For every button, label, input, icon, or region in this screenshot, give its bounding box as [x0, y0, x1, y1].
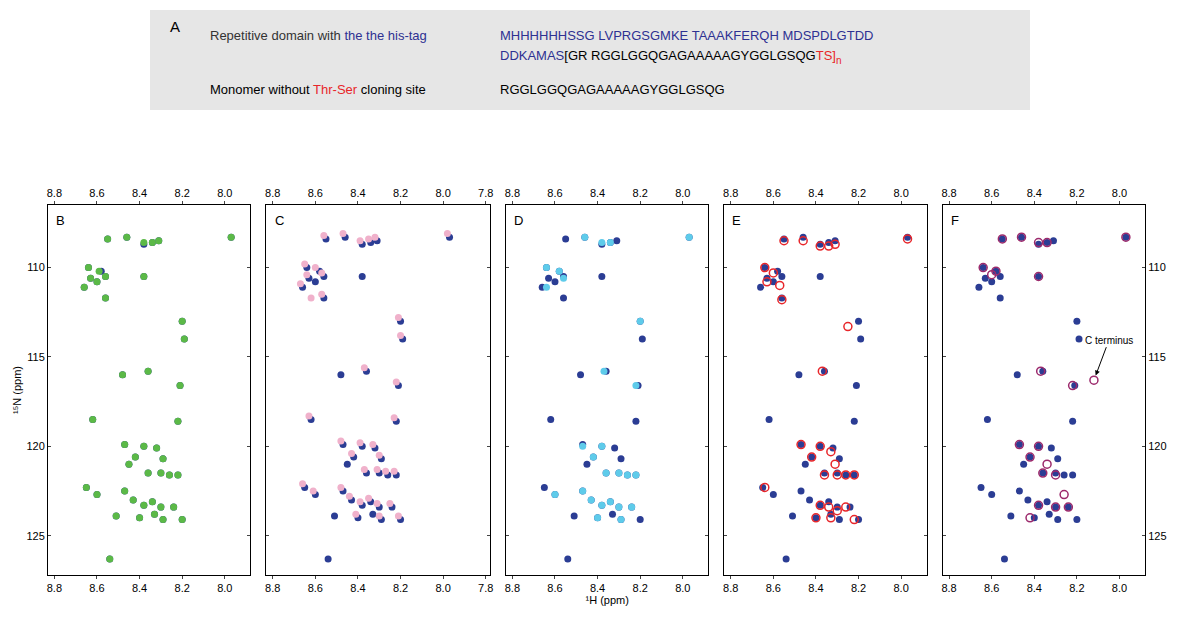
svg-text:E: E: [732, 213, 741, 228]
svg-text:C terminus: C terminus: [1085, 335, 1133, 346]
svg-text:7.8: 7.8: [478, 582, 493, 594]
svg-text:8.8: 8.8: [723, 187, 738, 199]
svg-text:8.8: 8.8: [47, 187, 62, 199]
svg-text:8.8: 8.8: [941, 187, 956, 199]
html-text:Monomer without Thr-Ser clonin: Monomer without Thr-Ser cloning site: [210, 82, 426, 97]
svg-text:8.2: 8.2: [393, 582, 408, 594]
svg-text:8.4: 8.4: [590, 187, 605, 199]
svg-text:8.6: 8.6: [308, 582, 323, 594]
svg-text:8.8: 8.8: [47, 582, 62, 594]
svg-text:8.0: 8.0: [893, 187, 908, 199]
svg-text:110: 110: [27, 261, 45, 273]
svg-text:120: 120: [1148, 440, 1166, 452]
svg-text:8.4: 8.4: [808, 187, 823, 199]
svg-text:F: F: [951, 213, 959, 228]
svg-text:8.4: 8.4: [1027, 582, 1042, 594]
svg-text:8.4: 8.4: [590, 582, 605, 594]
svg-text:8.0: 8.0: [675, 187, 690, 199]
svg-text:8.2: 8.2: [1069, 582, 1084, 594]
svg-text:¹⁵N (ppm): ¹⁵N (ppm): [11, 366, 23, 414]
svg-text:8.6: 8.6: [984, 582, 999, 594]
svg-text:8.8: 8.8: [265, 582, 280, 594]
svg-text:8.4: 8.4: [350, 582, 365, 594]
svg-text:8.8: 8.8: [941, 582, 956, 594]
svg-text:115: 115: [27, 351, 45, 363]
svg-text:D: D: [514, 213, 523, 228]
svg-text:110: 110: [1148, 261, 1166, 273]
svg-text:8.2: 8.2: [851, 582, 866, 594]
svg-text:115: 115: [1148, 351, 1166, 363]
svg-text:8.6: 8.6: [547, 187, 562, 199]
svg-text:8.2: 8.2: [633, 187, 648, 199]
svg-text:8.6: 8.6: [308, 187, 323, 199]
svg-text:8.2: 8.2: [633, 582, 648, 594]
svg-text:8.8: 8.8: [505, 187, 520, 199]
svg-text:125: 125: [1148, 530, 1166, 542]
svg-text:¹H (ppm): ¹H (ppm): [585, 594, 628, 606]
svg-text:B: B: [56, 213, 65, 228]
html-text:DDKAMAS [GR RGGLGGQGAGAAAAAGYG: DDKAMAS [GR RGGLGGQGAGAAAAAGYGGLGSQG TS]…: [500, 48, 842, 66]
svg-text:8.2: 8.2: [175, 187, 190, 199]
svg-text:125: 125: [26, 530, 44, 542]
svg-text:8.8: 8.8: [505, 582, 520, 594]
html-text:A: A: [170, 18, 180, 35]
svg-text:8.2: 8.2: [1069, 187, 1084, 199]
svg-text:8.6: 8.6: [766, 187, 781, 199]
svg-text:8.0: 8.0: [435, 187, 450, 199]
svg-text:8.4: 8.4: [1027, 187, 1042, 199]
svg-text:8.2: 8.2: [175, 582, 190, 594]
svg-text:8.6: 8.6: [547, 582, 562, 594]
svg-text:8.6: 8.6: [89, 187, 104, 199]
html-text:MHHHHHHSSG LVPRGSGMKE TAAAKFER: MHHHHHHSSG LVPRGSGMKE TAAAKFERQH MDSPDLG…: [500, 28, 874, 43]
svg-text:8.4: 8.4: [132, 582, 147, 594]
svg-text:8.4: 8.4: [350, 187, 365, 199]
svg-text:8.0: 8.0: [675, 582, 690, 594]
svg-text:8.8: 8.8: [265, 187, 280, 199]
svg-text:8.6: 8.6: [89, 582, 104, 594]
svg-text:8.0: 8.0: [893, 582, 908, 594]
svg-text:8.0: 8.0: [1112, 187, 1127, 199]
svg-text:8.0: 8.0: [1112, 582, 1127, 594]
svg-text:8.4: 8.4: [808, 582, 823, 594]
svg-text:7.8: 7.8: [478, 187, 493, 199]
svg-text:8.4: 8.4: [132, 187, 147, 199]
svg-text:8.2: 8.2: [851, 187, 866, 199]
svg-text:8.6: 8.6: [984, 187, 999, 199]
svg-text:8.6: 8.6: [766, 582, 781, 594]
svg-text:C: C: [275, 213, 284, 228]
svg-text:8.2: 8.2: [393, 187, 408, 199]
svg-text:120: 120: [26, 440, 44, 452]
html-text:Repetitive domain with the the: Repetitive domain with the the his-tag: [210, 28, 427, 43]
svg-text:8.0: 8.0: [217, 187, 232, 199]
html-text:RGGLGGQGAGAAAAAGYGGLGSQG: RGGLGGQGAGAAAAAGYGGLGSQG: [500, 82, 725, 97]
svg-text:8.0: 8.0: [435, 582, 450, 594]
svg-text:8.8: 8.8: [723, 582, 738, 594]
svg-text:8.0: 8.0: [217, 582, 232, 594]
